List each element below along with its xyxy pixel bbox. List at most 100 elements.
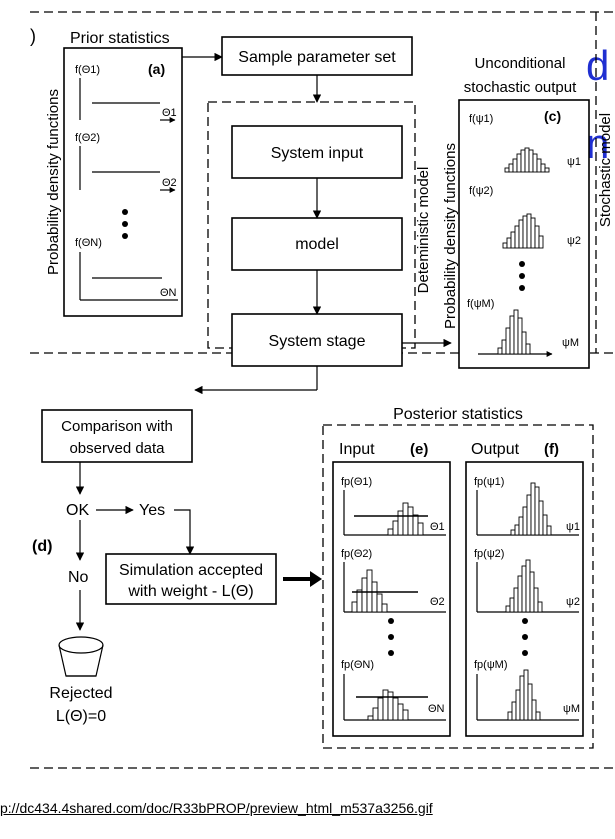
uh3-bar [509, 315, 515, 355]
stochastic-model-label: Stochastic model [597, 113, 614, 227]
pin2-bar [356, 589, 363, 613]
ellipsis-dot [122, 209, 128, 215]
pin1-bar [412, 514, 419, 536]
prior-pdf-n-var: ΘN [160, 287, 177, 299]
uncond-pdf-m-var: ψM [562, 337, 579, 349]
posterior-output-title: Output [471, 441, 520, 458]
poutm-bar [507, 711, 513, 721]
uh2-bar [526, 213, 532, 249]
uh1-bar [536, 158, 542, 173]
deterministic-model-label: Deteministic model [415, 167, 432, 294]
post-output-pdf-1-label: fp(ψ1) [474, 476, 504, 488]
ellipsis-dot [122, 233, 128, 239]
uncond-pdf-2-label: f(ψ2) [469, 185, 493, 197]
pout2-bar [521, 565, 527, 613]
left-edge-bracket: ) [30, 26, 36, 46]
uh1-bar [520, 149, 526, 173]
ellipsis-dot [522, 650, 528, 656]
uncond-pdf-m-label: f(ψM) [467, 298, 494, 310]
prior-pdf-2-var: Θ2 [162, 177, 177, 189]
post-input-pdf-n-var: ΘN [428, 703, 445, 715]
sample-parameter-set-text: Sample parameter set [238, 49, 396, 66]
pout1-bar [526, 494, 532, 536]
ellipsis-dot [519, 261, 525, 267]
poutm-bar [523, 669, 529, 721]
pout1-bar [518, 516, 524, 536]
uh2-bar [522, 215, 528, 249]
pout2-bar [509, 597, 515, 613]
pout2-bar [537, 601, 543, 613]
pout1-bar [546, 525, 552, 536]
system-stage-box [231, 313, 403, 367]
poutm-bar [535, 711, 541, 721]
uh2-bar [534, 225, 540, 249]
rejected-text-1: Rejected [49, 685, 112, 702]
pin2-bar [351, 601, 358, 613]
uh1-bar [504, 167, 510, 173]
post-input-pdf-1-var: Θ1 [430, 521, 445, 533]
ellipsis-dot [388, 618, 394, 624]
pin2-bar [376, 593, 383, 613]
uh1-bar [524, 147, 530, 173]
ellipsis-dot [122, 221, 128, 227]
uh1-bar [532, 153, 538, 173]
uncond-histogram-2 [502, 213, 544, 249]
pin1-bar [417, 522, 424, 536]
post-output-pdf-m-label: fp(ψM) [474, 659, 508, 671]
post-output-pdf-m-var: ψM [563, 703, 580, 715]
uh3-bar [517, 317, 523, 355]
posterior-input-box [332, 461, 451, 737]
simulation-accepted-box [105, 553, 277, 605]
uh2-bar [502, 242, 508, 249]
pin1-bar [397, 510, 404, 536]
ellipsis-dot [519, 285, 525, 291]
comparison-text-1: Comparison with [61, 418, 173, 435]
post-input-pdf-2-label: fp(Θ2) [341, 548, 372, 560]
uh2-bar [518, 219, 524, 249]
prior-statistics-box [63, 47, 183, 317]
pinn-bar [402, 709, 409, 721]
uh2-bar [514, 225, 520, 249]
ellipsis-dot [522, 634, 528, 640]
poutm-bar [519, 675, 525, 721]
uh3-bar [497, 347, 503, 355]
prior-pdf-1-var: Θ1 [162, 107, 177, 119]
uh1-bar [528, 149, 534, 173]
posterior-title: Posterior statistics [393, 406, 523, 423]
pinn-bar [372, 707, 379, 721]
unconditional-axis-title: Probability density functions [442, 143, 459, 329]
pinn-bar [367, 715, 374, 721]
prior-label: (a) [148, 61, 165, 77]
pout1-bar [542, 514, 548, 536]
posterior-output-label: (f) [544, 441, 559, 458]
ok-label: OK [66, 502, 89, 519]
unconditional-title-2: stochastic output [464, 79, 577, 96]
system-stage-text: System stage [269, 333, 366, 350]
pout1-bar [538, 500, 544, 536]
uncond-pdf-1-var: ψ1 [567, 156, 581, 168]
pout2-bar [513, 587, 519, 613]
uh2-bar [506, 237, 512, 249]
uh2-bar [510, 231, 516, 249]
deterministic-model-frame [207, 101, 416, 349]
unconditional-label: (c) [544, 108, 561, 124]
ellipsis-dot [522, 618, 528, 624]
uh1-bar [508, 163, 514, 173]
source-url[interactable]: p://dc434.4shared.com/doc/R33bPROP/previ… [0, 800, 433, 816]
pout2-bar [517, 575, 523, 613]
pinn-bar [382, 689, 389, 721]
rejected-text-2: L(Θ)=0 [56, 708, 106, 725]
uh3-bar [521, 331, 527, 355]
uncond-pdf-2-var: ψ2 [567, 235, 581, 247]
post-input-pdf-1-label: fp(Θ1) [341, 476, 372, 488]
uncond-pdf-1-label: f(ψ1) [469, 113, 493, 125]
poutm-bar [527, 683, 533, 721]
pout1-bar [510, 529, 516, 536]
pout2-bar [529, 571, 535, 613]
post-input-pdf-n-label: fp(ΘN) [341, 659, 374, 671]
pinn-bar [392, 697, 399, 721]
trash-bin-icon [58, 636, 104, 677]
pin1-bar [387, 528, 394, 536]
post-output-pdf-2-var: ψ2 [566, 596, 580, 608]
